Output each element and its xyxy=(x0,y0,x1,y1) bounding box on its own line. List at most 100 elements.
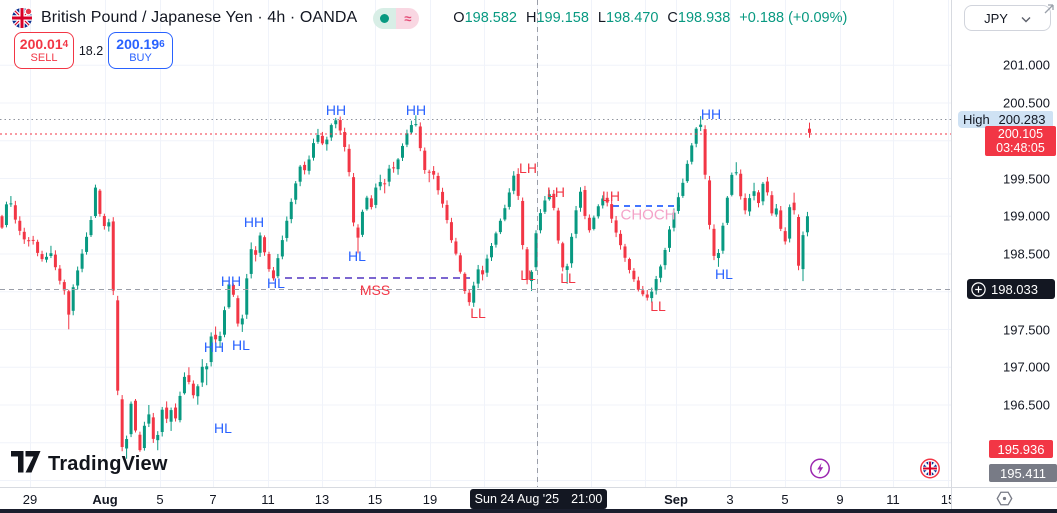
candle-down xyxy=(418,122,422,152)
candle-up xyxy=(387,164,391,187)
candle-up xyxy=(805,211,809,237)
candle-down xyxy=(116,295,120,396)
candle-down xyxy=(605,191,609,207)
candle-up xyxy=(485,254,489,277)
candle-up xyxy=(142,421,146,451)
crosshair-date: Sun 24 Aug '25 xyxy=(474,492,560,506)
candle-up xyxy=(365,195,369,211)
time-tick: 29 xyxy=(22,492,38,507)
currency-unit-button[interactable]: JPY xyxy=(964,5,1051,31)
candle-up xyxy=(681,178,685,198)
chevron-down-icon xyxy=(1021,11,1031,26)
candle-down xyxy=(516,168,520,200)
candle-up xyxy=(125,435,129,459)
last-price-marker: 200.105 03:48:05 xyxy=(985,126,1056,156)
candle-up xyxy=(672,208,676,232)
candle-up xyxy=(276,253,280,279)
candle-down xyxy=(392,161,396,173)
candle-up xyxy=(289,198,293,224)
candle-down xyxy=(267,251,271,272)
bar-countdown: 03:48:05 xyxy=(996,141,1045,155)
low-price-marker: 195.411 xyxy=(989,464,1057,482)
candle-down xyxy=(36,239,40,257)
candle-down xyxy=(138,431,142,452)
market-status-badges[interactable]: ≈ xyxy=(373,7,420,29)
time-tick: 5 xyxy=(156,492,164,507)
candle-up xyxy=(258,232,262,257)
candle-down xyxy=(120,395,124,452)
candle-down xyxy=(632,268,636,282)
candle-up xyxy=(570,233,574,268)
candle-down xyxy=(27,237,31,247)
add-alert-plus-icon[interactable] xyxy=(970,281,987,298)
candle-up xyxy=(694,127,698,148)
time-scale[interactable]: Sun 24 Aug '25 21:00 29 Aug 5 7 11 13 15 19 Sep 3… xyxy=(0,487,1057,509)
candle-up xyxy=(774,203,778,217)
candle-down xyxy=(254,246,258,262)
candle-up xyxy=(129,401,133,438)
symbol-title[interactable]: British Pound / Japanese Yen · 4h · OAND… xyxy=(41,9,358,26)
ohlc-readout: O198.582 H199.158 L198.470 C198.938 +0.1… xyxy=(453,10,847,26)
candle-down xyxy=(552,189,556,211)
sell-button[interactable]: 200.014 SELL xyxy=(14,32,74,69)
high-marker-value: 200.283 xyxy=(991,111,1053,128)
candle-down xyxy=(703,125,707,180)
candle-up xyxy=(294,181,298,205)
approx-data-icon: ≈ xyxy=(396,7,420,29)
candle-up xyxy=(490,242,493,261)
time-tick: Aug xyxy=(92,492,118,507)
price-scale[interactable]: High 200.283 200.105 03:48:05 198.033 19… xyxy=(951,0,1057,487)
candle-up xyxy=(601,195,605,209)
watermark-text: TradingView xyxy=(48,453,168,475)
last-price-value: 200.105 xyxy=(997,127,1044,141)
candle-up xyxy=(374,183,378,209)
candle-down xyxy=(521,197,525,250)
window-bottom-edge xyxy=(0,509,1057,513)
candle-up xyxy=(663,247,667,270)
price-tick: 196.500 xyxy=(1003,397,1050,413)
change-value: +0.188 (+0.09%) xyxy=(739,10,848,26)
candle-down xyxy=(467,289,471,306)
candle-up xyxy=(543,196,547,215)
open-key: O xyxy=(453,10,465,26)
candle-down xyxy=(645,290,649,301)
candle-up xyxy=(325,136,329,151)
live-candle xyxy=(808,128,811,133)
candle-down xyxy=(432,166,436,180)
candle-down xyxy=(765,176,769,196)
candle-up xyxy=(4,201,8,228)
gb-flag-icon xyxy=(12,8,32,28)
candle-up xyxy=(668,226,671,253)
power-event-icon[interactable] xyxy=(809,458,831,485)
price-tick: 197.500 xyxy=(1003,322,1050,337)
candle-up xyxy=(414,115,418,127)
time-tick: 9 xyxy=(836,492,844,507)
buy-button[interactable]: 200.196 BUY xyxy=(108,32,173,69)
candle-up xyxy=(530,270,534,292)
candle-up xyxy=(650,287,654,303)
candle-down xyxy=(623,243,627,262)
candle-up xyxy=(538,209,542,234)
time-tick: Sep xyxy=(664,492,688,507)
candle-down xyxy=(303,161,307,175)
candle-up xyxy=(307,155,311,175)
candle-down xyxy=(770,191,774,216)
candle-down xyxy=(231,283,235,297)
candlestick-chart[interactable] xyxy=(0,0,951,487)
uk-flag-event-icon[interactable] xyxy=(919,458,941,485)
candle-up xyxy=(9,196,13,207)
candle-up xyxy=(178,391,182,423)
candle-down xyxy=(757,190,760,208)
candle-up xyxy=(659,264,663,283)
candle-down xyxy=(712,224,716,261)
candle-up xyxy=(574,205,578,239)
tradingview-logo[interactable]: TradingView xyxy=(11,451,168,478)
candle-down xyxy=(708,175,712,230)
candle-down xyxy=(271,266,275,281)
high-marker-label: High xyxy=(958,111,995,128)
candle-down xyxy=(561,241,565,272)
candle-down xyxy=(352,172,356,227)
candle-down xyxy=(743,193,747,215)
scale-settings-corner[interactable] xyxy=(951,487,1057,509)
candle-down xyxy=(792,192,796,215)
